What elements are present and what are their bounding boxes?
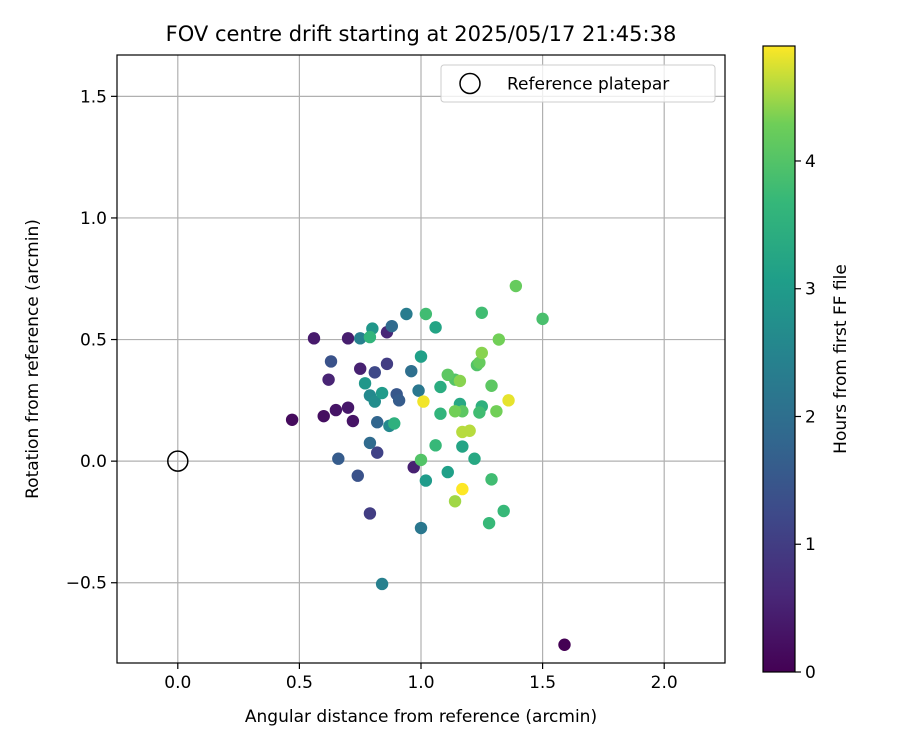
colorbar-gradient — [762, 45, 796, 673]
x-tick-label: 0.0 — [164, 673, 191, 693]
data-point — [536, 312, 549, 326]
colorbar-label: Hours from first FF file — [831, 264, 851, 454]
y-tick-label: 1.0 — [80, 209, 107, 229]
data-point — [456, 482, 469, 496]
data-point — [414, 453, 428, 467]
y-tick-label: 1.5 — [80, 87, 107, 107]
data-point — [448, 495, 462, 508]
data-points — [285, 279, 571, 651]
data-point — [417, 395, 430, 408]
data-point — [475, 306, 488, 319]
data-point — [429, 439, 442, 452]
data-point — [307, 332, 321, 345]
data-point — [414, 521, 428, 535]
y-axis-label: Rotation from reference (arcmin) — [23, 219, 43, 499]
data-point — [354, 362, 367, 375]
data-point — [414, 350, 428, 363]
x-tick-label: 1.0 — [407, 673, 434, 693]
data-point — [317, 409, 330, 423]
data-point — [363, 330, 377, 344]
data-point — [375, 577, 389, 591]
colorbar-tick-label: 0 — [805, 663, 816, 683]
data-point — [490, 405, 503, 418]
data-point — [453, 374, 467, 388]
data-point — [324, 355, 338, 368]
x-tick-label: 2.0 — [651, 673, 678, 693]
data-point — [351, 469, 364, 482]
colorbar-ticks: 0 1 2 3 4 — [795, 152, 816, 683]
data-point — [485, 379, 498, 392]
data-point — [456, 440, 469, 453]
data-point — [388, 417, 401, 430]
data-point — [371, 416, 384, 429]
data-point — [371, 446, 384, 459]
x-axis-label: Angular distance from reference (arcmin) — [245, 707, 597, 727]
legend-box — [440, 64, 716, 103]
data-point — [509, 279, 523, 293]
data-point — [354, 332, 367, 345]
data-point — [363, 507, 377, 520]
chart-title: FOV centre drift starting at 2025/05/17 … — [166, 22, 677, 46]
x-axis-ticks: 0.0 0.5 1.0 1.5 2.0 — [164, 663, 678, 693]
data-point — [341, 401, 355, 414]
reference-marker — [167, 450, 189, 472]
data-point — [441, 465, 454, 479]
data-point — [485, 473, 498, 486]
data-point — [429, 321, 442, 334]
data-point — [380, 357, 394, 371]
data-point — [368, 366, 381, 379]
data-point — [468, 452, 481, 465]
data-point — [346, 414, 360, 428]
data-point — [368, 395, 381, 408]
data-point — [482, 516, 496, 530]
data-point — [405, 364, 418, 378]
x-tick-label: 0.5 — [286, 673, 313, 693]
data-point — [434, 380, 447, 394]
data-point — [412, 384, 425, 397]
data-point — [385, 319, 399, 333]
legend-reference-label: Reference platepar — [507, 75, 669, 95]
y-tick-label: 0.0 — [80, 452, 107, 472]
data-point — [285, 413, 299, 426]
data-point — [492, 333, 506, 346]
data-point — [392, 394, 406, 407]
data-point — [497, 504, 510, 518]
data-point — [502, 394, 515, 407]
data-point — [448, 405, 462, 418]
data-point — [475, 346, 488, 360]
data-point — [363, 436, 377, 450]
legend: Reference platepar — [440, 64, 716, 103]
colorbar-tick-label: 2 — [805, 407, 816, 427]
data-point — [358, 377, 372, 390]
colorbar-tick-label: 4 — [805, 152, 816, 172]
data-point — [434, 407, 447, 420]
data-point — [375, 386, 389, 400]
colorbar-tick-label: 1 — [805, 535, 816, 555]
data-point — [322, 373, 335, 386]
data-point — [341, 332, 355, 345]
data-point — [419, 307, 433, 321]
data-point — [473, 356, 486, 369]
data-point — [332, 452, 345, 465]
data-point — [473, 406, 486, 419]
y-axis-ticks: −0.5 0.0 0.5 1.0 1.5 — [66, 87, 117, 594]
y-tick-label: −0.5 — [66, 574, 107, 594]
x-tick-label: 1.5 — [529, 673, 556, 693]
colorbar: 0 1 2 3 4 Hours from first FF file — [762, 45, 851, 683]
y-tick-label: 0.5 — [80, 331, 107, 351]
legend-reference-icon — [459, 72, 481, 95]
data-point — [400, 307, 413, 321]
data-point — [419, 474, 433, 487]
colorbar-tick-label: 3 — [805, 280, 816, 300]
data-point — [441, 368, 454, 382]
data-point — [329, 403, 343, 417]
data-point — [558, 638, 571, 651]
data-point — [463, 424, 476, 437]
